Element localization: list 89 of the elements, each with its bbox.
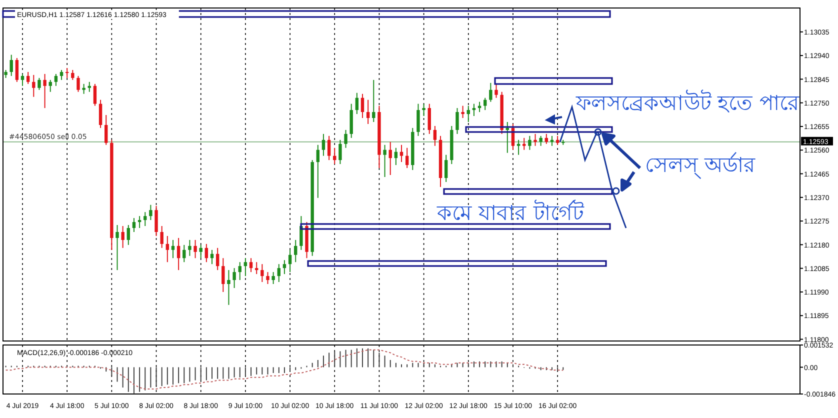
candlestick [126, 224, 130, 246]
candlestick [516, 139, 520, 156]
candlestick [88, 81, 91, 92]
candlestick [98, 99, 102, 128]
candlestick [249, 258, 253, 273]
annotation: সেলস্ অর্ডার [645, 152, 756, 179]
candlestick [238, 262, 242, 281]
candlestick [166, 235, 170, 263]
candlestick [282, 260, 286, 275]
candlestick [188, 239, 192, 256]
candlestick [344, 129, 348, 148]
candlestick [433, 125, 437, 146]
candlestick [484, 97, 487, 111]
candlestick [222, 258, 225, 292]
candlestick [522, 137, 526, 150]
candlestick [10, 54, 13, 76]
candlestick [288, 249, 292, 273]
candlestick [82, 83, 86, 94]
candlestick [71, 69, 74, 80]
candlestick [550, 135, 554, 146]
candlestick [422, 103, 426, 117]
candlestick [149, 204, 152, 221]
candlestick [227, 270, 230, 306]
candlestick [405, 147, 409, 169]
candlestick [327, 135, 331, 161]
candlestick [544, 133, 548, 144]
candlestick [38, 77, 41, 90]
candlestick [104, 114, 108, 146]
candlestick [388, 141, 392, 176]
candlestick [277, 264, 280, 283]
candlestick [444, 154, 448, 182]
candlestick [456, 108, 459, 134]
candlestick [372, 79, 376, 122]
candlestick [65, 67, 69, 78]
candlestick [316, 144, 320, 198]
candlestick [48, 79, 52, 92]
candlestick [506, 121, 509, 154]
annotation: কমে যাবার টার্গেট [436, 200, 584, 225]
candlestick [132, 218, 136, 232]
candlestick [216, 247, 220, 271]
candlestick [360, 93, 364, 119]
candlestick [355, 92, 359, 115]
candlestick [428, 103, 431, 134]
candlestick [494, 83, 498, 98]
candlestick [26, 71, 30, 84]
candlestick [461, 105, 464, 119]
candlestick [54, 73, 58, 86]
candlestick [322, 133, 326, 156]
candlestick [32, 74, 36, 98]
candlestick [160, 226, 164, 248]
candlestick [20, 73, 24, 86]
candlestick [528, 135, 532, 150]
candlestick [121, 226, 124, 248]
candlestick [294, 239, 298, 263]
candlestick [534, 133, 537, 146]
candlestick [254, 262, 258, 275]
candlestick [266, 272, 270, 285]
candlestick [194, 239, 197, 259]
candlestick [489, 82, 492, 102]
candlestick [383, 144, 386, 178]
candlestick [338, 139, 342, 165]
candlestick [416, 103, 420, 136]
candlestick [466, 105, 470, 122]
candlestick [93, 83, 97, 106]
candlestick [60, 69, 64, 80]
candlestick [366, 99, 370, 124]
candlestick [15, 58, 19, 82]
candlestick [154, 205, 158, 236]
candlestick [272, 272, 275, 285]
candlestick [232, 268, 236, 288]
candlestick [171, 239, 175, 259]
candlestick [43, 73, 46, 109]
candlestick [400, 144, 404, 163]
candlestick [116, 224, 119, 271]
annotation: ফলসব্রেকআউট হতে পারে [575, 90, 800, 115]
candlestick [144, 212, 147, 227]
candlestick [394, 147, 398, 166]
candlestick [539, 135, 542, 146]
candlestick [138, 216, 142, 229]
candlestick [350, 103, 353, 138]
candlestick [176, 237, 180, 271]
candlestick [244, 258, 248, 277]
candlestick [260, 264, 264, 283]
candlestick [204, 243, 208, 263]
candlestick [182, 244, 186, 263]
candlestick [199, 244, 202, 259]
line-series [5, 349, 564, 390]
candlestick [472, 103, 476, 117]
candlestick [76, 75, 80, 92]
